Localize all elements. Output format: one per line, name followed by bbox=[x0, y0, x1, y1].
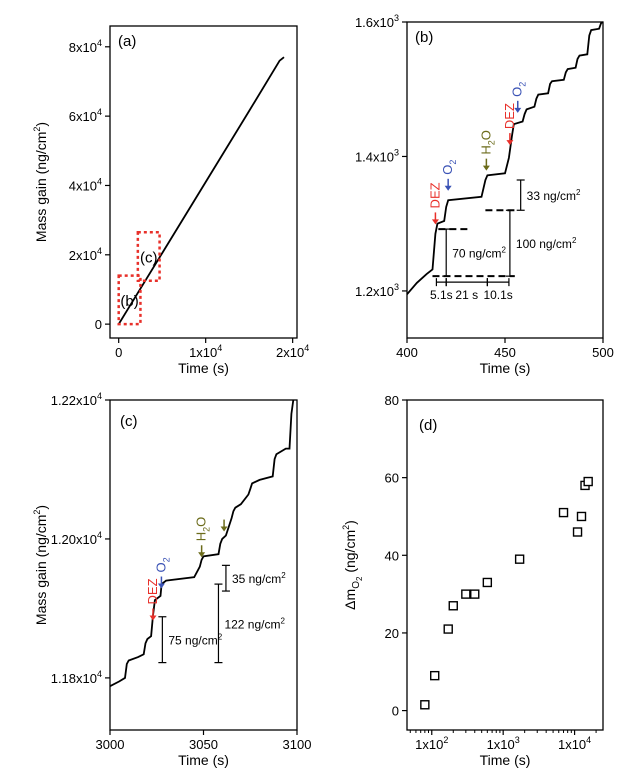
panel-label-b: (b) bbox=[415, 29, 433, 46]
pulse-arrow-head bbox=[482, 165, 490, 171]
pulse-arrow-head bbox=[514, 107, 522, 113]
pulse-label-h2o: H2O bbox=[478, 130, 496, 155]
x-tick-label: 1x104 bbox=[558, 735, 591, 752]
step-label: 75 ng/cm2 bbox=[168, 633, 222, 648]
pulse-arrow-head bbox=[149, 615, 157, 621]
interval-label: 21 s bbox=[455, 288, 478, 302]
pulse-label-dez: DEZ bbox=[502, 103, 517, 129]
x-axis-label: Time (s) bbox=[178, 360, 229, 376]
step-label: 122 ng/cm2 bbox=[224, 616, 285, 631]
panel-label-d: (d) bbox=[419, 417, 437, 434]
step-label: 100 ng/cm2 bbox=[516, 236, 577, 251]
plot-frame-d bbox=[406, 399, 604, 731]
data-point bbox=[461, 589, 471, 599]
data-point bbox=[558, 507, 569, 518]
data-point bbox=[572, 527, 583, 537]
data-point bbox=[430, 670, 440, 681]
x-tick-label: 1x102 bbox=[415, 735, 448, 752]
pulse-arrow-head bbox=[157, 583, 165, 589]
y-axis-label: Mass gain (ng/cm2) bbox=[32, 122, 49, 242]
data-point bbox=[576, 511, 587, 522]
zoom-box-label: (c) bbox=[140, 250, 158, 267]
pulse-arrow-head bbox=[220, 526, 228, 532]
y-tick-label: 6x104 bbox=[69, 107, 102, 124]
x-tick-label: 3100 bbox=[283, 737, 312, 752]
data-point bbox=[470, 589, 480, 599]
y-tick-label: 4x104 bbox=[69, 176, 102, 193]
pulse-arrow-head bbox=[444, 185, 452, 191]
plot-frame-a bbox=[109, 25, 298, 339]
x-tick-label: 1x104 bbox=[189, 343, 222, 360]
plot-frame-c bbox=[109, 399, 298, 731]
panel-label-c: (c) bbox=[120, 413, 138, 430]
y-tick-label: 1.6x103 bbox=[355, 13, 399, 30]
pulse-label-dez: DEZ bbox=[145, 578, 160, 604]
x-tick-label: 3000 bbox=[96, 737, 125, 752]
pulse-arrow-head bbox=[506, 140, 514, 146]
zoom-box bbox=[136, 231, 161, 283]
panel-label-a: (a) bbox=[118, 33, 136, 50]
y-tick-label: 1.2x103 bbox=[355, 282, 399, 299]
step-label: 70 ng/cm2 bbox=[452, 246, 506, 261]
x-axis-label: Time (s) bbox=[480, 752, 531, 768]
x-tick-label: 2x104 bbox=[276, 343, 309, 360]
interval-label: 5.1s bbox=[430, 288, 453, 302]
interval-label: 10.1s bbox=[483, 288, 512, 302]
data-point bbox=[448, 601, 458, 611]
data-point bbox=[514, 554, 525, 564]
y-tick-label: 1.22x104 bbox=[51, 391, 102, 408]
panel-b: 400 450 500 1.2x103 1.4x103 1.6x103 Time (s) (b… bbox=[355, 13, 614, 376]
x-axis-label: Time (s) bbox=[480, 360, 531, 376]
pulse-arrow-head bbox=[431, 219, 439, 225]
x-tick-label: 450 bbox=[494, 345, 516, 360]
y-tick-label: 8x104 bbox=[69, 38, 102, 55]
zoom-box-label: (b) bbox=[120, 293, 138, 310]
y-tick-label: 0 bbox=[95, 317, 102, 332]
y-tick-label: 20 bbox=[385, 626, 399, 641]
data-point bbox=[482, 577, 493, 588]
panel-a: 0 1x104 2x104 0 2x104 4x104 6x104 8x104 Time (s)… bbox=[32, 25, 309, 376]
pulse-label-o2: O2 bbox=[153, 557, 171, 572]
x-tick-label: 0 bbox=[115, 345, 122, 360]
data-point bbox=[420, 700, 430, 710]
step-label: 35 ng/cm2 bbox=[232, 571, 286, 586]
data-point bbox=[443, 624, 453, 634]
pulse-label-o2: O2 bbox=[440, 160, 458, 175]
step-label: 33 ng/cm2 bbox=[527, 188, 581, 203]
y-axis-label: Mass gain (ng/cm2) bbox=[32, 505, 49, 625]
data-line bbox=[109, 399, 295, 687]
y-tick-label: 2x104 bbox=[69, 246, 102, 263]
x-axis-label: Time (s) bbox=[178, 752, 229, 768]
data-point bbox=[583, 476, 593, 487]
data-line bbox=[406, 21, 604, 295]
panel-c: 3000 3050 3100 1.18x104 1.20x104 1.22x104 Time… bbox=[32, 391, 311, 768]
x-tick-label: 1x103 bbox=[487, 735, 520, 752]
pulse-label-o2: O2 bbox=[510, 82, 528, 97]
y-axis-label: ΔmO2 (ng/cm2) bbox=[341, 520, 364, 610]
x-tick-label: 400 bbox=[396, 345, 418, 360]
panel-d: 1x102 1x103 1x104 0 20 40 60 80 Time (s) (d) ΔmO2 … bbox=[341, 393, 604, 768]
x-tick-label: 3050 bbox=[189, 737, 218, 752]
y-tick-label: 1.18x104 bbox=[51, 669, 102, 686]
pulse-label-h2o: H2O bbox=[194, 517, 212, 542]
pulse-arrow-head bbox=[198, 552, 206, 558]
data-line bbox=[117, 56, 285, 325]
zoom-box bbox=[117, 274, 142, 326]
y-tick-label: 1.4x103 bbox=[355, 147, 399, 164]
y-tick-label: 0 bbox=[392, 704, 399, 719]
y-tick-label: 80 bbox=[385, 393, 399, 408]
x-tick-label: 500 bbox=[592, 345, 614, 360]
y-tick-label: 40 bbox=[385, 548, 399, 563]
y-tick-label: 1.20x104 bbox=[51, 530, 102, 547]
pulse-label-dez: DEZ bbox=[427, 182, 442, 208]
y-tick-label: 60 bbox=[385, 471, 399, 486]
